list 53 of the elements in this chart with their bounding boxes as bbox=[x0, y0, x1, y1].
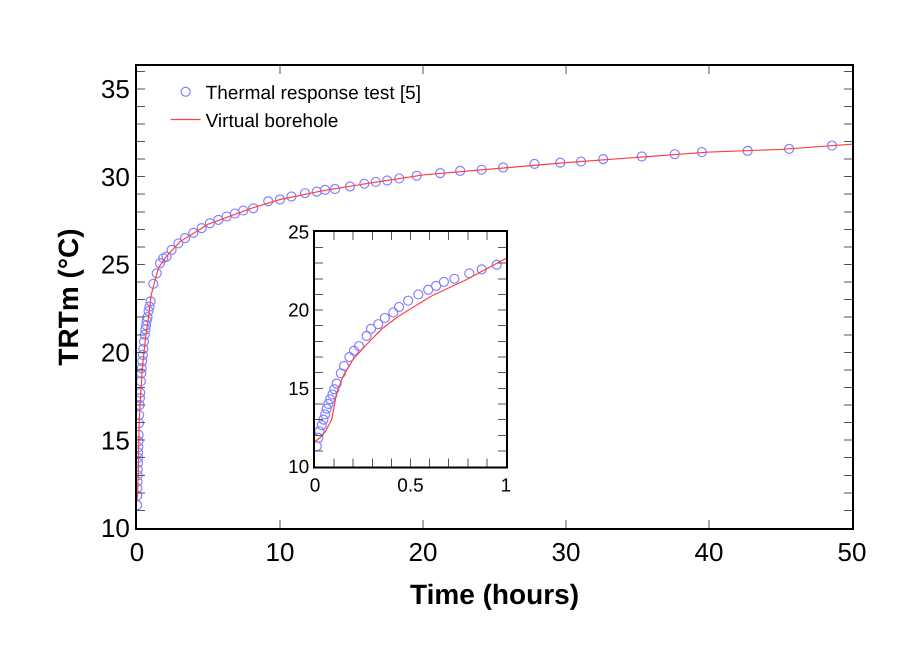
x-tick-label: 1 bbox=[500, 475, 512, 496]
x-tick-label: 50 bbox=[838, 537, 866, 568]
point bbox=[438, 276, 449, 288]
x-tick-label: 40 bbox=[694, 537, 724, 568]
y-tick-label: 25 bbox=[288, 222, 310, 244]
point bbox=[315, 432, 324, 443]
y-tick-label: 35 bbox=[100, 74, 130, 104]
point bbox=[423, 284, 434, 295]
point bbox=[327, 389, 338, 400]
point bbox=[366, 324, 376, 334]
point bbox=[403, 296, 414, 306]
point bbox=[332, 378, 342, 389]
y-tick-label: 20 bbox=[100, 337, 130, 368]
x-tick-label: 0 bbox=[130, 537, 144, 568]
point bbox=[329, 384, 340, 394]
y-tick-label: 30 bbox=[100, 162, 130, 192]
point bbox=[316, 420, 327, 430]
point bbox=[476, 264, 487, 275]
legend-label: Virtual borehole bbox=[206, 110, 338, 132]
point bbox=[323, 398, 334, 410]
y-axis-title: TRTm (°C) bbox=[53, 228, 84, 366]
point bbox=[338, 360, 350, 372]
point bbox=[336, 368, 346, 378]
point bbox=[492, 260, 502, 270]
x-tick-label: 30 bbox=[552, 537, 580, 568]
point bbox=[322, 404, 332, 414]
y-tick-label: 10 bbox=[288, 457, 310, 478]
point bbox=[394, 302, 404, 312]
point bbox=[320, 409, 330, 420]
x-tick-label: 20 bbox=[408, 537, 438, 568]
y-tick-label: 15 bbox=[288, 378, 310, 400]
point bbox=[380, 312, 390, 324]
point bbox=[388, 307, 398, 318]
x-tick-label: 0.5 bbox=[397, 475, 424, 496]
point bbox=[464, 268, 474, 278]
point bbox=[318, 414, 329, 425]
point bbox=[413, 289, 424, 300]
y-tick-label: 20 bbox=[288, 300, 310, 322]
legend-label: Thermal response test [5] bbox=[206, 83, 422, 104]
point bbox=[315, 426, 325, 436]
point bbox=[348, 346, 360, 356]
point bbox=[449, 274, 460, 284]
y-tick-label: 10 bbox=[100, 513, 130, 544]
point bbox=[354, 340, 364, 352]
x-axis-title: Time (hours) bbox=[410, 578, 580, 610]
point bbox=[430, 280, 442, 291]
y-tick-label: 15 bbox=[100, 425, 130, 456]
point bbox=[361, 330, 372, 342]
point bbox=[344, 352, 354, 362]
point bbox=[373, 319, 384, 330]
y-tick-label: 25 bbox=[100, 250, 130, 280]
point bbox=[325, 394, 336, 404]
x-tick-label: 0 bbox=[310, 475, 320, 496]
